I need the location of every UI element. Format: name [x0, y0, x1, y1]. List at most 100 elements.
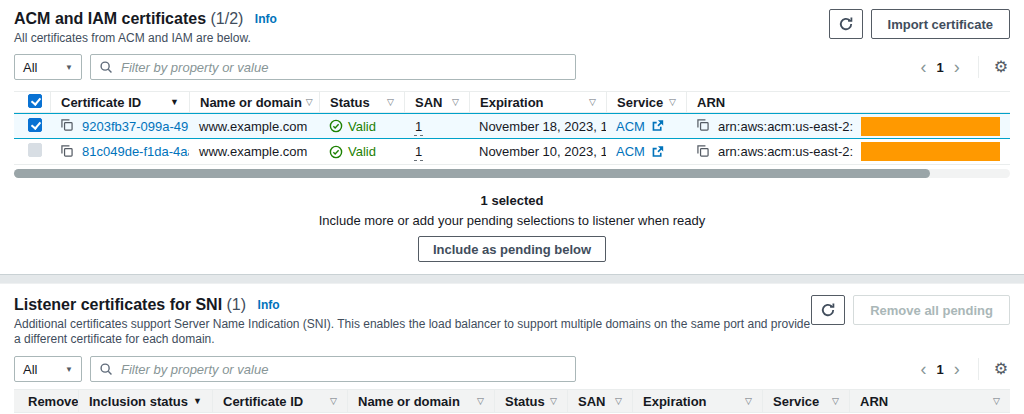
col-status[interactable]: Status ▽ — [494, 389, 567, 413]
col-san[interactable]: SAN ▽ — [567, 389, 632, 413]
copy-icon[interactable] — [60, 118, 76, 134]
valid-check-circle-icon — [329, 145, 343, 159]
select-all-header — [14, 91, 50, 113]
search-icon — [99, 60, 113, 74]
expiration-cell: November 10, 2023, 1... — [469, 139, 606, 165]
scrollbar-thumb[interactable] — [14, 169, 930, 178]
service-link[interactable]: ACM — [616, 119, 645, 134]
sort-descending-icon[interactable]: ▼ — [170, 97, 179, 107]
sni-table-header-row: Remove Inclusion status ▼ Certificate ID… — [14, 389, 1010, 413]
acm-header-actions: Import certificate — [829, 9, 1010, 39]
table-row[interactable]: 81c049de-f1da-4aa... www.example.com Val… — [14, 139, 1010, 165]
sort-icon[interactable]: ▽ — [477, 396, 484, 406]
col-arn[interactable]: ARN — [686, 91, 1010, 113]
sni-page-number[interactable]: 1 — [936, 362, 943, 377]
acm-filter-type-select[interactable]: All ▼ — [14, 54, 82, 80]
sni-filter-type-select[interactable]: All ▼ — [14, 356, 82, 382]
include-as-pending-button[interactable]: Include as pending below — [418, 236, 606, 262]
copy-icon[interactable] — [696, 118, 712, 134]
sort-descending-icon[interactable]: ▼ — [193, 396, 202, 406]
sni-filter-type-value: All — [23, 362, 37, 377]
chevron-left-icon[interactable]: ‹ — [915, 360, 931, 378]
status-cell: Valid — [329, 119, 394, 134]
col-name-or-domain[interactable]: Name or domain ▽ — [189, 91, 319, 113]
remove-all-pending-button[interactable]: Remove all pending — [853, 295, 1010, 325]
sni-info-link[interactable]: Info — [258, 298, 280, 312]
redacted-arn-value — [861, 142, 1000, 161]
horizontal-scrollbar[interactable] — [14, 169, 1010, 178]
sort-icon[interactable]: ▽ — [306, 97, 313, 107]
col-certificate-id[interactable]: Certificate ID ▼ — [50, 91, 189, 113]
refresh-icon — [820, 302, 836, 318]
acm-search-box — [90, 54, 576, 80]
san-count[interactable]: 1 — [414, 144, 423, 161]
sni-certificates-table: Remove Inclusion status ▼ Certificate ID… — [14, 389, 1010, 414]
external-link-icon — [651, 119, 665, 133]
acm-info-link[interactable]: Info — [255, 12, 277, 26]
row-checkbox[interactable] — [28, 118, 42, 132]
sort-icon[interactable]: ▽ — [993, 396, 1000, 406]
import-certificate-button[interactable]: Import certificate — [871, 9, 1010, 39]
sort-icon[interactable]: ▽ — [550, 396, 557, 406]
sni-panel-title: Listener certificates for SNI (1) Info — [14, 295, 811, 315]
acm-refresh-button[interactable] — [829, 9, 863, 39]
expiration-cell: November 18, 2023, 1... — [469, 113, 606, 139]
sni-counter: (1) — [227, 296, 247, 313]
search-icon — [99, 362, 113, 376]
arn-text: arn:aws:acm:us-east-2: — [718, 144, 853, 159]
redacted-arn-value — [861, 117, 1000, 136]
col-arn[interactable]: ARN ▽ — [849, 389, 1010, 413]
col-name-or-domain[interactable]: Name or domain ▽ — [347, 389, 494, 413]
col-expiration[interactable]: Expiration ▽ — [469, 91, 606, 113]
col-certificate-id[interactable]: Certificate ID ▽ — [212, 389, 347, 413]
col-service[interactable]: Service ▽ — [762, 389, 849, 413]
caret-down-icon: ▼ — [65, 63, 73, 72]
sort-icon[interactable]: ▽ — [330, 396, 337, 406]
select-all-checkbox[interactable] — [28, 94, 42, 108]
section-divider — [0, 274, 1024, 284]
chevron-left-icon[interactable]: ‹ — [915, 58, 931, 76]
sort-icon[interactable]: ▽ — [745, 396, 752, 406]
col-remove: Remove — [14, 389, 78, 413]
sni-title-text: Listener certificates for SNI — [14, 296, 222, 313]
selection-hint: Include more or add your pending selecti… — [14, 213, 1010, 228]
acm-counter: (1/2) — [211, 10, 244, 27]
col-service[interactable]: Service ▽ — [606, 91, 686, 113]
copy-icon[interactable] — [60, 144, 76, 160]
acm-toolbar: All ▼ ‹ 1 › ⚙ — [14, 54, 1010, 80]
copy-icon[interactable] — [696, 144, 712, 160]
service-link[interactable]: ACM — [616, 144, 645, 159]
acm-panel-titles: ACM and IAM certificates (1/2) Info All … — [14, 9, 277, 46]
sni-panel-header: Listener certificates for SNI (1) Info A… — [14, 284, 1010, 347]
col-status[interactable]: Status ▽ — [319, 91, 404, 113]
san-count[interactable]: 1 — [414, 119, 423, 136]
external-link-icon — [651, 145, 665, 159]
sort-icon[interactable]: ▽ — [452, 97, 459, 107]
sni-preferences-gear-icon[interactable]: ⚙ — [992, 361, 1010, 377]
sort-icon[interactable]: ▽ — [387, 97, 394, 107]
sort-icon[interactable]: ▽ — [589, 97, 596, 107]
col-inclusion-status[interactable]: Inclusion status ▼ — [78, 389, 212, 413]
chevron-right-icon[interactable]: › — [949, 58, 965, 76]
sni-filter-input[interactable] — [119, 361, 567, 378]
acm-panel-description: All certificates from ACM and IAM are be… — [14, 31, 277, 46]
col-expiration[interactable]: Expiration ▽ — [632, 389, 762, 413]
certificate-id-link[interactable]: 81c049de-f1da-4aa... — [82, 144, 189, 159]
sni-panel-titles: Listener certificates for SNI (1) Info A… — [14, 295, 811, 347]
certificate-id-link[interactable]: 9203fb37-099a-49... — [82, 119, 189, 134]
selected-count: 1 selected — [14, 193, 1010, 208]
sort-icon[interactable]: ▽ — [669, 97, 676, 107]
caret-down-icon: ▼ — [65, 365, 73, 374]
sort-icon[interactable]: ▽ — [615, 396, 622, 406]
acm-filter-input[interactable] — [119, 59, 567, 76]
table-row[interactable]: 9203fb37-099a-49... www.example.com Vali… — [14, 113, 1010, 139]
sni-refresh-button[interactable] — [811, 295, 845, 325]
acm-page-number[interactable]: 1 — [936, 60, 943, 75]
chevron-right-icon[interactable]: › — [949, 360, 965, 378]
sni-toolbar: All ▼ ‹ 1 › ⚙ — [14, 356, 1010, 382]
row-checkbox-disabled — [28, 143, 42, 157]
acm-preferences-gear-icon[interactable]: ⚙ — [992, 59, 1010, 75]
col-san[interactable]: SAN ▽ — [404, 91, 469, 113]
sni-panel-description: Additional certificates support Server N… — [14, 317, 811, 347]
sort-icon[interactable]: ▽ — [832, 396, 839, 406]
